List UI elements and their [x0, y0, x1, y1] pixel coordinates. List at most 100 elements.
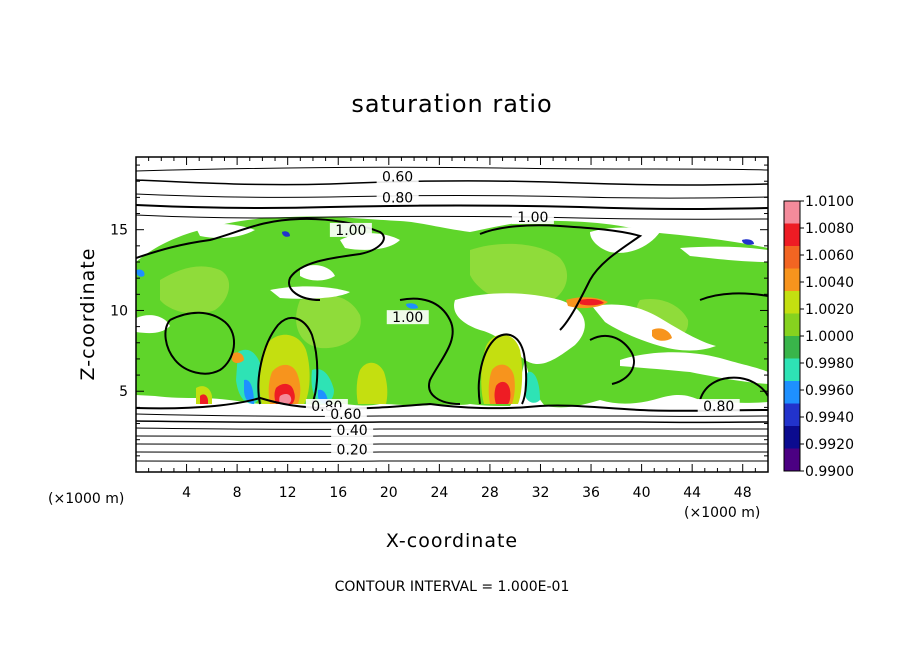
colorbar-swatch [784, 313, 800, 337]
x-tick-label: 36 [582, 485, 600, 501]
contour-label: 1.00 [335, 223, 366, 239]
cloud-base-cyan-3 [524, 371, 540, 403]
updraft-plume-3-yellow [356, 362, 388, 404]
cloud-base-blue-1 [244, 379, 254, 404]
contour-label-bg [331, 423, 374, 438]
x-tick-label: 48 [734, 485, 752, 501]
contour-line-cloud-mid [399, 297, 461, 405]
cloud-patch-light-2 [470, 243, 568, 306]
x-axis-title: X-coordinate [386, 530, 518, 552]
colorbar-label: 0.9920 [805, 437, 854, 453]
contour-label: 1.00 [392, 310, 423, 326]
contour-line-lower-2 [136, 413, 768, 417]
x-tick-label: 4 [182, 485, 191, 501]
contour-label-bg [331, 442, 374, 457]
clear-gap-10 [195, 223, 255, 238]
x-tick-label: 16 [329, 485, 347, 501]
contour-line-upper-4 [136, 204, 768, 210]
colorbar-swatch [784, 291, 800, 314]
contour-label: 0.60 [382, 170, 413, 186]
contour-line-upper-3 [136, 193, 768, 199]
x-axis-unit-right: (×1000 m) [684, 505, 760, 521]
x-tick-label: 32 [532, 485, 550, 501]
y-tick-label: 10 [110, 303, 128, 319]
edge-speckle-blue-1 [282, 231, 290, 237]
edge-speckle-blue-3 [742, 239, 754, 245]
clear-gap-3 [340, 233, 400, 250]
contour-label: 0.60 [330, 407, 361, 423]
x-tick-label: 12 [279, 485, 297, 501]
colorbar-swatch [784, 403, 800, 427]
contour-labels: 0.600.801.001.001.000.800.600.400.200.80 [305, 169, 740, 459]
updraft-plume-2-red [494, 381, 511, 404]
colorbar-label: 1.0060 [805, 248, 854, 264]
x-tick-label: 44 [683, 485, 701, 501]
warm-spot-left-orange [232, 352, 244, 363]
colorbar-swatch [784, 448, 800, 472]
contour-line-upper-1 [136, 166, 768, 172]
contour-line-right-2 [589, 334, 635, 385]
colorbar-label: 1.0000 [805, 329, 854, 345]
clear-gap-5 [592, 304, 716, 351]
updraft-plume-1-pink [279, 393, 292, 404]
colorbar-swatch [784, 358, 800, 382]
contour-label-bg [329, 222, 372, 237]
contour-interval-note: CONTOUR INTERVAL = 1.000E-01 [335, 579, 570, 595]
contour-line-lower-1 [136, 396, 768, 412]
contour-line-right-3 [699, 376, 768, 401]
x-axis-ticks: 4 8 12 16 20 24 28 32 36 40 44 48 [148, 157, 756, 501]
contour-label: 0.80 [382, 191, 413, 207]
contour-line-lower-3 [136, 420, 768, 424]
cloud-patch-light-1 [160, 266, 230, 314]
contour-label-bg [376, 190, 419, 205]
updraft-plume-4-red [200, 394, 208, 404]
colorbar-swatch [784, 426, 800, 449]
x-axis-unit-left: (×1000 m) [48, 491, 124, 507]
x-tick-label: 40 [633, 485, 651, 501]
x-tick-label: 8 [233, 485, 242, 501]
colorbar-swatch [784, 268, 800, 292]
warm-spot-upper-red [580, 299, 604, 306]
x-tick-label: 24 [430, 485, 448, 501]
contour-line-upper-5 [136, 214, 768, 220]
contour-line-plume-1 [257, 316, 319, 405]
colorbar-label: 0.9980 [805, 356, 854, 372]
contour-line-plume-2 [477, 333, 528, 405]
clear-gap-2 [300, 265, 335, 281]
colorbar-label: 0.9900 [805, 464, 854, 480]
contour-label-bg [386, 310, 429, 325]
colorbar-label: 1.0080 [805, 221, 854, 237]
contour-lines [136, 166, 768, 462]
clear-gap-4 [454, 293, 585, 365]
chart-title: saturation ratio [351, 90, 552, 118]
colorbar-swatch [784, 381, 800, 404]
y-axis-title: Z-coordinate [77, 248, 99, 381]
clear-gap-1 [270, 286, 350, 299]
contour-label-bg [376, 169, 419, 184]
clear-gap-7 [680, 246, 768, 262]
warm-spot-right-orange [652, 328, 672, 341]
plot-area: 0.600.801.001.001.000.800.600.400.200.80 [135, 156, 769, 473]
cloud-base-cyan-1 [236, 349, 263, 404]
colorbar-swatch [784, 246, 800, 269]
colorbar-label: 1.0100 [805, 194, 854, 210]
contour-label: 1.00 [517, 210, 548, 226]
contour-line-cloud-top-2 [479, 224, 643, 331]
x-tick-label: 20 [380, 485, 398, 501]
colorbar-label: 0.9960 [805, 383, 854, 399]
y-tick-label: 15 [110, 223, 128, 239]
colorbar-label: 1.0020 [805, 302, 854, 318]
contour-line-cloud-left [164, 311, 235, 375]
edge-speckle-blue-2 [406, 303, 418, 309]
edge-speckle-blue-4 [136, 269, 145, 277]
colorbar: 1.0100 1.0080 1.0060 1.0040 1.0020 1.0000 0.99… [783, 194, 854, 480]
contour-line-lower-4 [136, 427, 768, 430]
contour-label-bg [697, 399, 740, 413]
x-tick-label: 28 [481, 485, 499, 501]
contour-label: 0.40 [337, 423, 368, 439]
contour-line-upper-2 [136, 179, 768, 186]
saturation-field: 0.600.801.001.001.000.800.600.400.200.80 [136, 166, 768, 462]
colorbar-swatch [784, 223, 800, 247]
contour-label: 0.20 [337, 443, 368, 459]
